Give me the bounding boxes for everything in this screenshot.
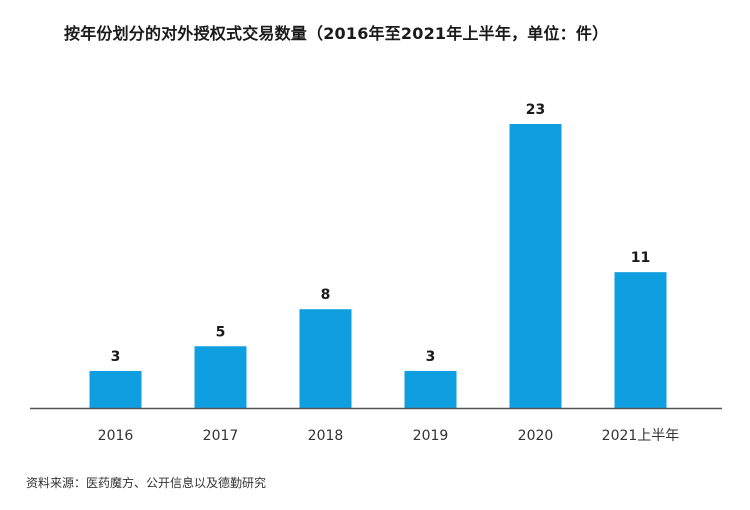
data-label-2: 8 — [321, 287, 331, 303]
x-tick-label-5: 2021上半年 — [602, 428, 680, 444]
x-tick-label-2: 2018 — [308, 428, 344, 444]
data-label-0: 3 — [111, 349, 121, 365]
bar-0 — [89, 370, 142, 408]
bar-3 — [404, 370, 457, 408]
bar-1 — [194, 346, 247, 408]
data-label-4: 23 — [526, 102, 545, 118]
bar-5 — [614, 272, 667, 408]
source-note: 资料来源：医药魔方、公开信息以及德勤研究 — [26, 476, 267, 490]
x-tick-label-4: 2020 — [518, 428, 554, 444]
tick-labels-group: 2016 2017 2018 2019 2020 2021上半年 — [98, 428, 680, 444]
bar-labels-group: 3 5 8 3 23 11 — [111, 102, 651, 365]
x-tick-label-0: 2016 — [98, 428, 134, 444]
x-tick-label-1: 2017 — [203, 428, 239, 444]
bar-2 — [299, 309, 352, 408]
data-label-3: 3 — [426, 349, 436, 365]
bar-4 — [509, 124, 562, 408]
bars-group — [89, 124, 667, 408]
chart-title: 按年份划分的对外授权式交易数量（2016年至2021年上半年，单位：件） — [64, 24, 609, 43]
data-label-1: 5 — [216, 324, 226, 340]
x-tick-label-3: 2019 — [413, 428, 449, 444]
data-label-5: 11 — [631, 250, 650, 266]
